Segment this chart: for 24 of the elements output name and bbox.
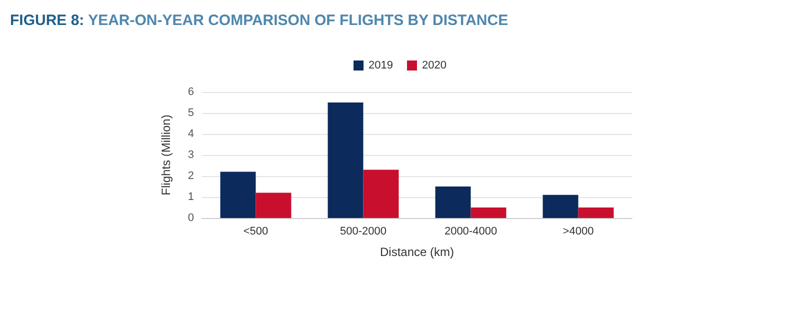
bar (220, 172, 256, 218)
bar (578, 208, 614, 218)
x-tick-label: 2000-4000 (444, 226, 498, 238)
y-tick-label: 1 (188, 191, 194, 203)
y-tick-label: 4 (188, 128, 194, 140)
chart-title: FIGURE 8: YEAR-ON-YEAR COMPARISON OF FLIGHTS BY DISTANCE (10, 12, 508, 29)
x-axis-title: Distance (km) (380, 245, 454, 259)
bar (470, 208, 506, 218)
bar (363, 170, 399, 218)
x-tick-label: <500 (243, 226, 268, 238)
y-tick-label: 5 (188, 107, 194, 119)
y-tick-label: 3 (188, 149, 194, 161)
bar (542, 194, 578, 218)
bar (256, 192, 292, 218)
legend-label: 2020 (422, 60, 446, 72)
y-axis-title: Flights (Million) (159, 114, 173, 196)
x-tick-label: 500-2000 (340, 226, 386, 238)
bar (435, 186, 471, 218)
legend-label: 2019 (368, 60, 394, 72)
x-tick-label: >4000 (562, 226, 594, 238)
y-tick-label: 6 (188, 86, 194, 98)
bar (328, 102, 364, 218)
y-tick-label: 0 (188, 212, 194, 224)
y-tick-label: 2 (188, 170, 194, 182)
